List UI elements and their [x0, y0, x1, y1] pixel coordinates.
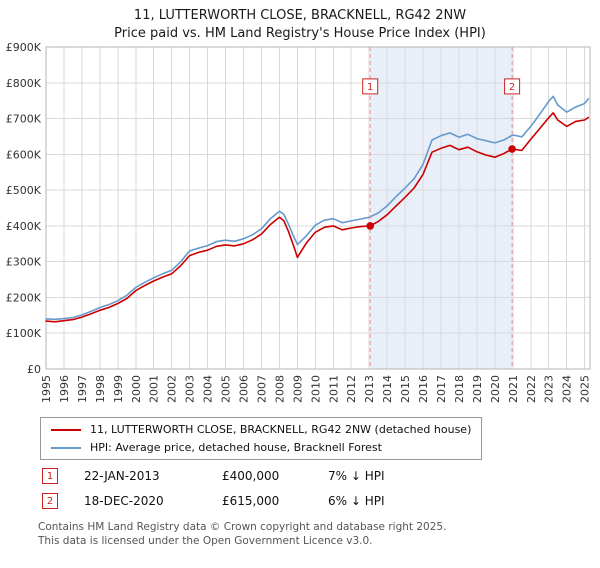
transaction-1-marker-badge: 1 [42, 468, 58, 484]
svg-text:2024: 2024 [561, 375, 574, 403]
transaction-2-hpi-delta: 6% ↓ HPI [328, 494, 385, 508]
transaction-1-hpi-delta: 7% ↓ HPI [328, 469, 385, 483]
svg-text:1998: 1998 [94, 375, 107, 403]
svg-text:2020: 2020 [489, 375, 502, 403]
transaction-1-price: £400,000 [222, 469, 280, 483]
svg-text:2021: 2021 [507, 375, 520, 403]
transaction-row-1: 1 22-JAN-2013 £400,000 7% ↓ HPI [42, 468, 600, 484]
svg-text:2000: 2000 [130, 375, 143, 403]
svg-text:2010: 2010 [309, 375, 322, 403]
hpi-line-swatch [51, 446, 81, 449]
legend-item-property: 11, LUTTERWORTH CLOSE, BRACKNELL, RG42 2… [51, 423, 471, 436]
svg-text:2003: 2003 [184, 375, 197, 403]
svg-text:2009: 2009 [291, 375, 304, 403]
footer-line-1: Contains HM Land Registry data © Crown c… [38, 521, 447, 533]
svg-text:2025: 2025 [579, 375, 592, 403]
svg-text:2017: 2017 [435, 375, 448, 403]
transaction-2-price: £615,000 [222, 494, 280, 508]
svg-text:2: 2 [509, 82, 515, 93]
copyright-footer: Contains HM Land Registry data © Crown c… [38, 521, 600, 548]
svg-text:2006: 2006 [238, 375, 251, 403]
svg-text:1999: 1999 [112, 375, 125, 403]
svg-text:£600K: £600K [6, 148, 42, 161]
svg-text:£900K: £900K [6, 41, 42, 54]
svg-text:2014: 2014 [381, 375, 394, 403]
svg-text:2007: 2007 [255, 375, 268, 403]
svg-text:2016: 2016 [417, 375, 430, 403]
svg-text:2023: 2023 [543, 375, 556, 403]
legend: 11, LUTTERWORTH CLOSE, BRACKNELL, RG42 2… [40, 417, 483, 460]
svg-text:2018: 2018 [453, 375, 466, 403]
legend-item-hpi: HPI: Average price, detached house, Brac… [51, 441, 471, 454]
svg-text:2005: 2005 [220, 375, 233, 403]
legend-label-property: 11, LUTTERWORTH CLOSE, BRACKNELL, RG42 2… [90, 423, 472, 436]
svg-text:2004: 2004 [202, 375, 215, 403]
svg-text:2002: 2002 [166, 375, 179, 403]
svg-text:1995: 1995 [40, 375, 53, 403]
svg-text:£400K: £400K [6, 220, 42, 233]
svg-text:£300K: £300K [6, 256, 42, 269]
footer-line-2: This data is licensed under the Open Gov… [38, 534, 373, 547]
svg-text:£500K: £500K [6, 184, 42, 197]
svg-text:£100K: £100K [6, 327, 42, 340]
svg-text:2019: 2019 [471, 375, 484, 403]
chart-title: 11, LUTTERWORTH CLOSE, BRACKNELL, RG42 2… [133, 8, 467, 23]
svg-text:1996: 1996 [58, 375, 71, 403]
svg-text:£200K: £200K [6, 291, 42, 304]
svg-text:1: 1 [367, 82, 373, 93]
svg-text:2013: 2013 [363, 375, 376, 403]
transaction-2-marker-badge: 2 [42, 493, 58, 509]
legend-label-hpi: HPI: Average price, detached house, Brac… [90, 441, 382, 454]
transaction-2-date: 18-DEC-2020 [84, 494, 164, 508]
svg-text:2008: 2008 [273, 375, 286, 403]
price-history-chart[interactable]: 1 2 £0 £100K £200K £300K £400K £500K £600K £700K £… [0, 41, 600, 415]
svg-text:2022: 2022 [525, 375, 538, 403]
svg-text:2001: 2001 [148, 375, 161, 403]
svg-text:1997: 1997 [76, 375, 89, 403]
property-line-swatch [51, 428, 81, 431]
transaction-row-2: 2 18-DEC-2020 £615,000 6% ↓ HPI [42, 493, 600, 509]
svg-text:£700K: £700K [6, 113, 42, 126]
svg-text:£800K: £800K [6, 77, 42, 90]
svg-text:2011: 2011 [327, 375, 340, 403]
svg-text:£0: £0 [27, 363, 41, 376]
svg-text:2015: 2015 [399, 375, 412, 403]
chart-subtitle: Price paid vs. HM Land Registry's House … [114, 26, 486, 41]
transaction-1-date: 22-JAN-2013 [84, 469, 160, 483]
svg-text:2012: 2012 [345, 375, 358, 403]
